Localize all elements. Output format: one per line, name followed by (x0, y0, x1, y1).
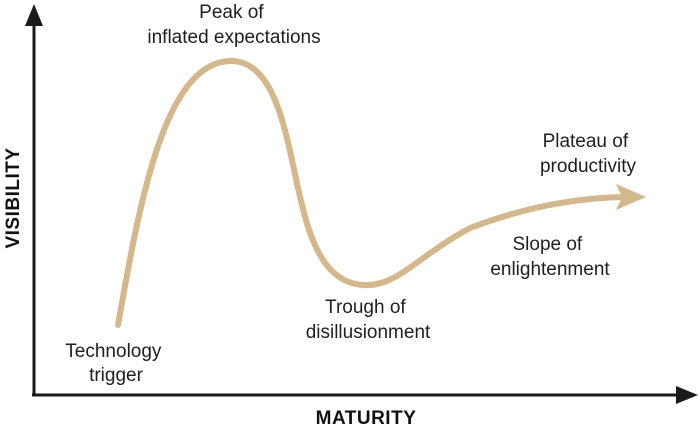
y-axis-title: VISIBILITY (3, 147, 24, 248)
y-axis-arrowhead (25, 4, 43, 26)
label-technology-trigger-line1: Technology (65, 341, 162, 362)
label-slope-line1: Slope of (512, 234, 582, 255)
label-plateau-line1: Plateau of (543, 131, 629, 152)
axes (25, 4, 698, 404)
label-technology-trigger-line2: trigger (89, 365, 144, 386)
label-peak-line2: inflated expectations (147, 27, 320, 48)
label-trough-line1: Trough of (325, 297, 406, 318)
curve-arrowhead (616, 184, 646, 210)
label-plateau: Plateau of productivity (540, 131, 637, 177)
label-trough-line2: disillusionment (306, 322, 431, 343)
label-slope-line2: enlightenment (490, 259, 610, 280)
label-peak: Peak of inflated expectations (147, 2, 320, 48)
label-technology-trigger: Technology trigger (65, 341, 166, 386)
x-axis-title: MATURITY (316, 408, 417, 429)
label-peak-line1: Peak of (199, 2, 264, 23)
label-slope: Slope of enlightenment (490, 234, 610, 280)
label-plateau-line2: productivity (540, 156, 637, 177)
x-axis-arrowhead (676, 386, 698, 404)
label-trough: Trough of disillusionment (306, 297, 431, 343)
hype-curve (115, 57, 646, 328)
hype-curve-line (115, 57, 625, 328)
